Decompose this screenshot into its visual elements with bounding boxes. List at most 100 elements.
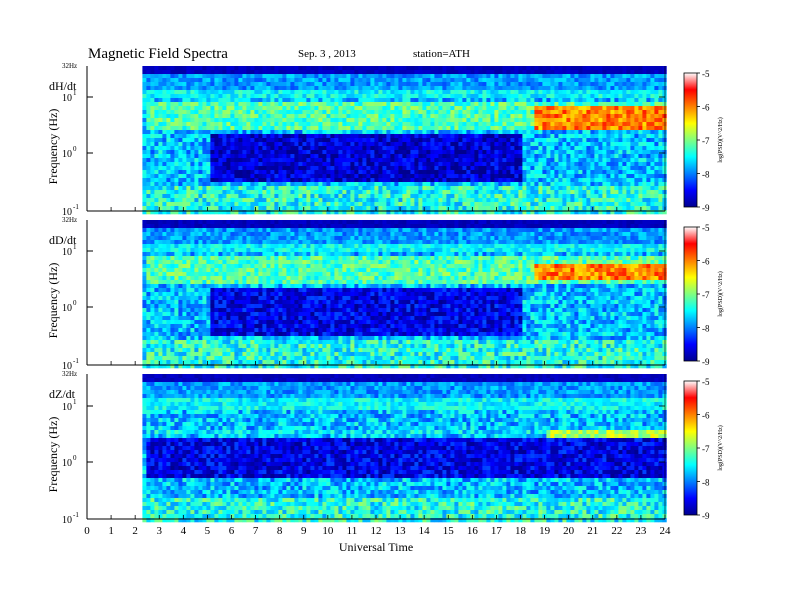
spectrogram-cell [558, 86, 563, 91]
spectrogram-cell [402, 206, 407, 211]
spectrogram-cell [566, 82, 571, 87]
spectrogram-cell [442, 166, 447, 171]
spectrogram-cell [526, 210, 531, 215]
spectrogram-cell [178, 86, 183, 91]
spectrogram-cell [242, 106, 247, 111]
spectrogram-cell [214, 78, 219, 83]
spectrogram-cell [606, 98, 611, 103]
spectrogram-cell [486, 186, 491, 191]
spectrogram-cell [186, 134, 191, 139]
spectrogram-cell [554, 146, 559, 151]
spectrogram-cell [478, 114, 483, 119]
spectrogram-cell [618, 194, 623, 199]
spectrogram-cell [150, 122, 155, 127]
spectrogram-cell [314, 166, 319, 171]
spectrogram-cell [222, 66, 227, 71]
spectrogram-cell [594, 166, 599, 171]
spectrogram-cell [638, 130, 643, 135]
spectrogram-cell [394, 146, 399, 151]
spectrogram-cell [562, 182, 567, 187]
spectrogram-cell [238, 194, 243, 199]
spectrogram-cell [594, 114, 599, 119]
spectrogram-cell [290, 122, 295, 127]
spectrogram-cell [186, 118, 191, 123]
spectrogram-cell [630, 194, 635, 199]
spectrogram-cell [394, 158, 399, 163]
spectrogram-cell [254, 134, 259, 139]
spectrogram-cell [158, 82, 163, 87]
spectrogram-cell [578, 182, 583, 187]
spectrogram-cell [554, 70, 559, 75]
spectrogram-cell [342, 150, 347, 155]
spectrogram-cell [226, 90, 231, 95]
spectrogram-cell [314, 98, 319, 103]
spectrogram-cell [462, 150, 467, 155]
spectrogram-cell [646, 126, 651, 131]
spectrogram-cell [246, 150, 251, 155]
spectrogram-cell [214, 74, 219, 79]
spectrogram-cell [230, 162, 235, 167]
spectrogram-cell [534, 74, 539, 79]
spectrogram-cell [318, 150, 323, 155]
spectrogram-cell [186, 78, 191, 83]
spectrogram-cell [194, 126, 199, 131]
spectrogram-cell [478, 174, 483, 179]
spectrogram-cell [350, 78, 355, 83]
spectrogram-cell [254, 150, 259, 155]
spectrogram-cell [454, 178, 459, 183]
spectrogram-cell [242, 186, 247, 191]
spectrogram-cell [642, 94, 647, 99]
spectrogram-cell [234, 118, 239, 123]
spectrogram-cell [378, 90, 383, 95]
spectrogram-cell [518, 110, 523, 115]
spectrogram-cell [250, 94, 255, 99]
spectrogram-cell [454, 190, 459, 195]
spectrogram-cell [578, 82, 583, 87]
spectrogram-cell [218, 198, 223, 203]
spectrogram-cell [354, 66, 359, 71]
spectrogram-cell [366, 78, 371, 83]
spectrogram-cell [246, 158, 251, 163]
spectrogram-cell [466, 194, 471, 199]
spectrogram-cell [382, 190, 387, 195]
spectrogram-cell [282, 78, 287, 83]
spectrogram-cell [598, 134, 603, 139]
spectrogram-cell [650, 94, 655, 99]
spectrogram-cell [370, 90, 375, 95]
spectrogram-cell [262, 166, 267, 171]
spectrogram-cell [158, 74, 163, 79]
spectrogram-cell [362, 98, 367, 103]
spectrogram-cell [182, 114, 187, 119]
spectrogram-cell [474, 134, 479, 139]
spectrogram-cell [546, 174, 551, 179]
spectrogram-cell [142, 190, 147, 195]
spectrogram-cell [646, 198, 651, 203]
spectrogram-cell [194, 94, 199, 99]
spectrogram-cell [458, 70, 463, 75]
spectrogram-cell [502, 154, 507, 159]
date-label: Sep. 3 , 2013 [298, 48, 356, 60]
spectrogram-cell [338, 142, 343, 147]
spectrogram-cell [302, 66, 307, 71]
spectrogram-cell [566, 98, 571, 103]
spectrogram-cell [574, 178, 579, 183]
spectrogram-cell [142, 324, 147, 329]
spectrogram-cell [510, 118, 515, 123]
spectrogram-cell [258, 86, 263, 91]
spectrogram-cell [514, 202, 519, 207]
spectrogram-cell [642, 198, 647, 203]
spectrogram-cell [398, 70, 403, 75]
spectrogram-cell [426, 158, 431, 163]
spectrogram-cell [146, 198, 151, 203]
spectrogram-cell [230, 194, 235, 199]
spectrogram-cell [478, 82, 483, 87]
spectrogram-cell [154, 210, 159, 215]
spectrogram-cell [202, 122, 207, 127]
spectrogram-cell [194, 138, 199, 143]
spectrogram-cell [238, 198, 243, 203]
spectrogram-cell [470, 106, 475, 111]
spectrogram-cell [638, 82, 643, 87]
spectrogram-cell [242, 66, 247, 71]
spectrogram-cell [274, 170, 279, 175]
